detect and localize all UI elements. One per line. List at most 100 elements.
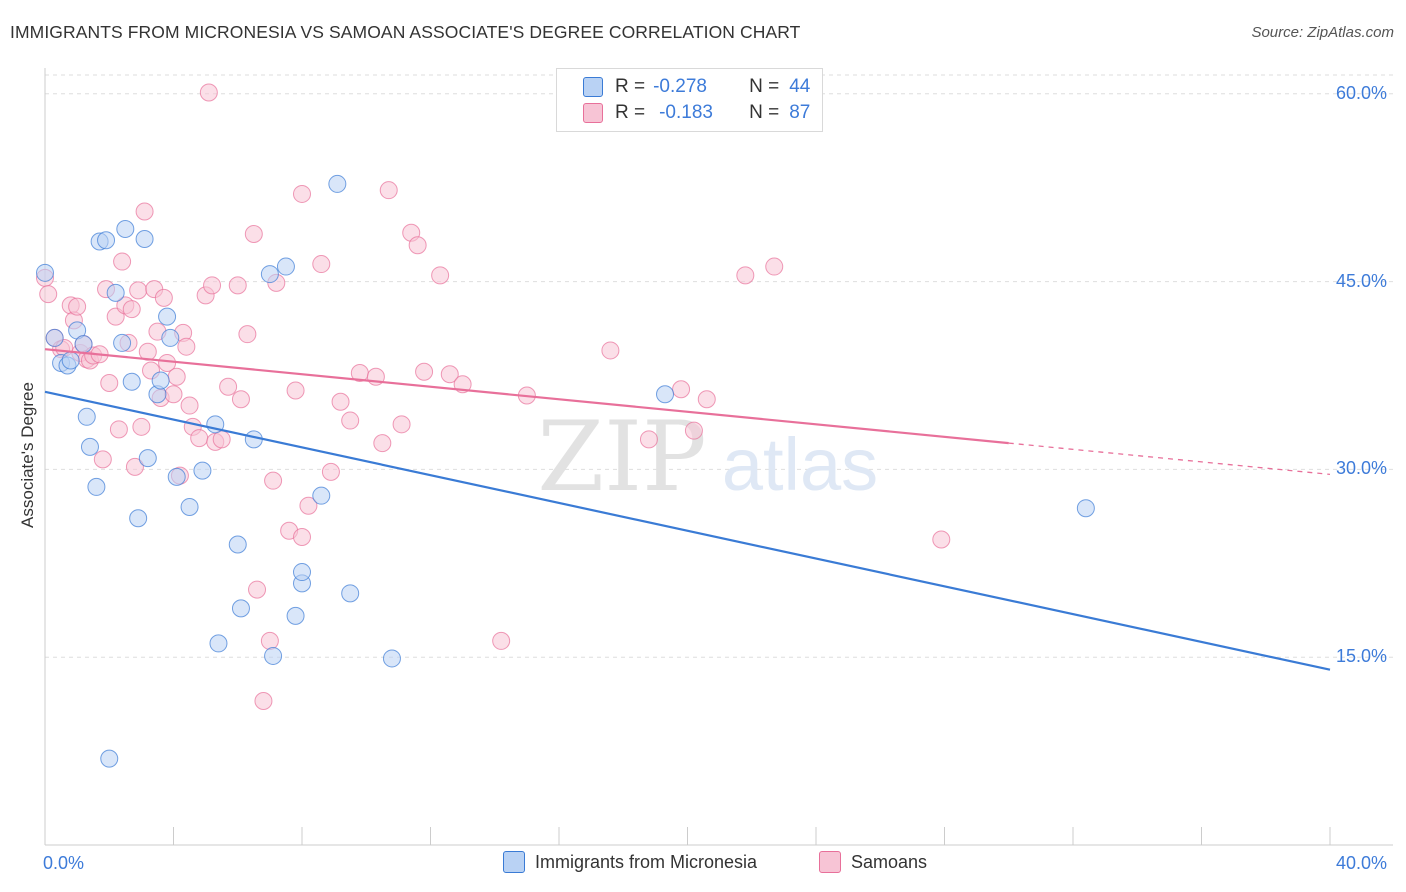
watermark-zip: ZIP	[537, 401, 706, 513]
samoans-point	[135, 202, 154, 221]
y-tick-label: 30.0%	[1336, 458, 1388, 479]
micronesia-point	[260, 265, 279, 284]
y-tick-label: 45.0%	[1336, 270, 1388, 291]
micronesia-point	[312, 486, 331, 505]
micronesia-point	[161, 328, 180, 347]
micronesia-point	[97, 231, 116, 250]
legend-swatch-pink	[819, 851, 841, 873]
micronesia-point	[87, 477, 106, 496]
micronesia-point	[129, 509, 148, 528]
micronesia-point	[80, 437, 99, 456]
samoans-point	[293, 528, 311, 546]
legend-row-micronesia: R = -0.278 N = 44	[583, 76, 810, 98]
legend-swatch-blue	[503, 851, 525, 873]
samoans-point	[228, 276, 247, 295]
samoans-point	[373, 434, 392, 453]
samoans-point	[379, 181, 398, 200]
samoans-point	[341, 411, 360, 430]
micronesia-point	[116, 220, 135, 238]
micronesia-point	[74, 335, 93, 354]
legend-swatch-blue	[583, 77, 603, 97]
samoans-point	[392, 415, 411, 434]
stats-legend: R = -0.278 N = 44 R = -0.183 N = 87	[556, 68, 823, 132]
samoans-point	[212, 430, 231, 449]
legend-label: Samoans	[851, 851, 928, 872]
micronesia-point	[286, 606, 305, 625]
micronesia-point	[293, 563, 311, 582]
micronesia-point	[276, 257, 295, 276]
legend-swatch-pink	[583, 103, 603, 123]
micronesia-point	[138, 449, 157, 468]
source-note: Source: ZipAtlas.com	[1251, 24, 1394, 41]
watermark-atlas: atlas	[722, 423, 878, 506]
micronesia-point	[61, 351, 80, 370]
samoans-point	[415, 362, 434, 381]
micronesia-point	[180, 497, 199, 516]
series-legend: Immigrants from Micronesia Samoans	[0, 851, 1406, 877]
micronesia-point	[1076, 499, 1095, 518]
samoans-point	[254, 692, 273, 711]
samoans-point	[932, 530, 951, 549]
micronesia-point	[231, 599, 250, 618]
samoans-point	[684, 421, 703, 440]
samoans-trend-line	[44, 348, 1009, 445]
legend-r-value: -0.278	[653, 76, 707, 97]
micronesia-point	[77, 407, 96, 426]
samoans-point	[492, 631, 511, 650]
samoans-point	[93, 450, 112, 469]
samoans-point	[248, 580, 267, 599]
micronesia-points	[36, 174, 1095, 768]
samoans-point	[244, 225, 263, 244]
samoans-point	[180, 396, 199, 415]
samoans-point	[109, 420, 128, 439]
micronesia-point	[135, 230, 154, 249]
samoans-points	[36, 83, 951, 711]
samoans-point	[122, 300, 141, 319]
micronesia-point	[167, 467, 186, 486]
samoans-point	[697, 390, 716, 409]
axes	[44, 68, 1393, 846]
trend-lines	[44, 348, 1331, 671]
samoans-point	[39, 285, 58, 304]
legend-n-label: N =	[749, 102, 780, 123]
samoans-point	[765, 257, 784, 276]
samoans-point	[113, 252, 132, 271]
micronesia-point	[228, 535, 247, 554]
samoans-point	[260, 631, 279, 650]
samoans-point	[440, 365, 459, 384]
samoans-point	[129, 281, 148, 300]
samoans-point	[286, 381, 305, 400]
legend-r-label: R =	[615, 102, 646, 123]
micronesia-point	[36, 263, 54, 282]
samoans-point	[203, 276, 222, 295]
legend-r-label: R =	[615, 76, 646, 97]
micronesia-point	[656, 385, 675, 404]
legend-item-micronesia[interactable]: Immigrants from Micronesia	[503, 851, 757, 873]
samoans-point	[190, 429, 209, 448]
micronesia-point	[193, 461, 212, 480]
legend-item-samoans[interactable]: Samoans	[819, 851, 927, 873]
legend-n-label: N =	[749, 76, 780, 97]
samoans-point	[601, 341, 620, 360]
micronesia-point	[341, 584, 360, 603]
y-tick-label: 60.0%	[1336, 82, 1388, 103]
samoans-point	[164, 385, 183, 404]
samoans-point	[639, 430, 658, 449]
samoans-point	[264, 471, 283, 490]
legend-r-value: -0.183	[659, 102, 713, 123]
samoans-point	[167, 367, 186, 386]
samoans-point	[231, 390, 250, 409]
micronesia-point	[100, 749, 119, 768]
samoans-point	[177, 337, 196, 356]
gridlines	[45, 74, 1393, 658]
samoans-trend-line-extension	[1008, 442, 1331, 476]
micronesia-point	[209, 634, 228, 653]
samoans-point	[331, 392, 350, 411]
legend-label: Immigrants from Micronesia	[535, 851, 758, 872]
samoans-point	[408, 236, 427, 255]
samoans-point	[321, 462, 340, 481]
micronesia-point	[45, 328, 64, 347]
x-tick-label-min: 0.0%	[43, 853, 85, 873]
samoans-point	[672, 380, 691, 399]
